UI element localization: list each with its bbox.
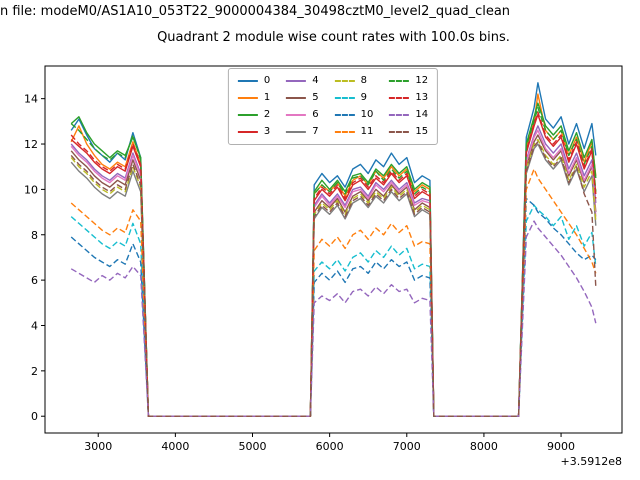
legend-column: 4 5 6 7 — [286, 74, 319, 139]
legend-item-15: 15 — [389, 125, 428, 139]
legend-line-sample — [334, 80, 355, 82]
legend-item-12: 12 — [389, 74, 428, 88]
legend-item-10: 10 — [334, 108, 374, 122]
series-line-11 — [70, 168, 597, 417]
series-line-8 — [70, 138, 597, 417]
legend-line-sample — [237, 131, 258, 133]
legend-line-sample — [334, 97, 355, 99]
x-tick-label: 3000 — [84, 440, 112, 453]
legend-item-14: 14 — [389, 108, 428, 122]
legend-label: 15 — [415, 126, 429, 137]
legend-item-11: 11 — [334, 125, 374, 139]
legend-label: 10 — [360, 109, 374, 120]
legend-line-sample — [334, 131, 355, 133]
legend-label: 11 — [360, 126, 374, 137]
series-line-4 — [70, 125, 597, 417]
legend-label: 3 — [263, 126, 271, 137]
legend-item-2: 2 — [237, 108, 271, 122]
x-tick-label: 8000 — [470, 440, 498, 453]
legend-line-sample — [286, 97, 307, 99]
axes-frame — [44, 65, 623, 434]
y-tick-label: 8 — [31, 229, 38, 242]
series-line-13 — [70, 111, 597, 417]
legend-line-sample — [286, 80, 307, 82]
legend-label: 9 — [360, 92, 368, 103]
legend-line-sample — [237, 114, 258, 116]
legend-item-7: 7 — [286, 125, 319, 139]
legend-label: 8 — [360, 75, 368, 86]
legend-column: 0 1 2 3 — [237, 74, 271, 139]
series-line-10 — [70, 197, 597, 417]
legend-line-sample — [237, 97, 258, 99]
series-line-7 — [70, 143, 597, 417]
legend-line-sample — [237, 80, 258, 82]
legend-item-4: 4 — [286, 74, 319, 88]
x-tick-label: 5000 — [239, 440, 267, 453]
legend-line-sample — [286, 131, 307, 133]
legend-item-3: 3 — [237, 125, 271, 139]
y-tick-label: 14 — [24, 93, 38, 106]
legend-label: 6 — [312, 109, 319, 120]
series-line-9 — [70, 204, 597, 417]
legend-item-5: 5 — [286, 91, 319, 105]
y-tick-label: 6 — [31, 274, 38, 287]
legend-line-sample — [389, 80, 410, 82]
series-line-14 — [70, 220, 597, 417]
x-tick-label: 4000 — [161, 440, 189, 453]
series-line-6 — [70, 129, 597, 417]
figure-title: n file: modeM0/AS1A10_053T22_9000004384_… — [0, 4, 511, 19]
legend: 0 1 2 3 4 5 6 7 8 9 10 11 12 13 14 15 — [227, 68, 439, 145]
legend-label: 1 — [263, 92, 271, 103]
legend-line-sample — [334, 114, 355, 116]
legend-label: 13 — [415, 92, 429, 103]
legend-label: 2 — [263, 109, 271, 120]
series-line-12 — [70, 106, 597, 417]
y-tick-label: 0 — [31, 410, 38, 423]
legend-item-8: 8 — [334, 74, 374, 88]
y-tick-label: 2 — [31, 365, 38, 378]
y-tick-label: 4 — [31, 319, 38, 332]
series-line-5 — [70, 134, 597, 417]
x-tick-label: 7000 — [393, 440, 421, 453]
legend-label: 14 — [415, 109, 429, 120]
legend-item-13: 13 — [389, 91, 428, 105]
legend-label: 4 — [312, 75, 319, 86]
y-tick-label: 10 — [24, 183, 38, 196]
legend-line-sample — [389, 131, 410, 133]
legend-label: 0 — [263, 75, 271, 86]
axes-title: Quadrant 2 module wise count rates with … — [157, 30, 510, 45]
series-line-3 — [70, 113, 597, 417]
y-tick-label: 12 — [24, 138, 38, 151]
legend-label: 5 — [312, 92, 319, 103]
legend-item-6: 6 — [286, 108, 319, 122]
legend-label: 12 — [415, 75, 429, 86]
legend-line-sample — [389, 114, 410, 116]
series-line-15 — [70, 141, 597, 417]
x-tick-label: 6000 — [316, 440, 344, 453]
series-line-2 — [70, 102, 597, 417]
legend-item-1: 1 — [237, 91, 271, 105]
legend-item-9: 9 — [334, 91, 374, 105]
legend-item-0: 0 — [237, 74, 271, 88]
legend-column: 8 9 10 11 — [334, 74, 374, 139]
x-axis-offset-label: +3.5912e8 — [561, 455, 622, 468]
legend-line-sample — [389, 97, 410, 99]
legend-line-sample — [286, 114, 307, 116]
legend-column: 12 13 14 15 — [389, 74, 428, 139]
x-tick-label: 9000 — [547, 440, 575, 453]
legend-label: 7 — [312, 126, 319, 137]
